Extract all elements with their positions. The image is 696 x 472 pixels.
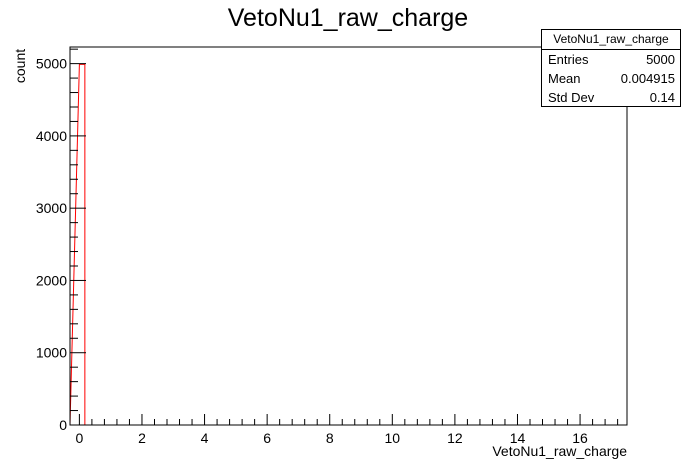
- x-tick-label: 0: [75, 430, 83, 446]
- stats-value: 0.14: [649, 90, 675, 105]
- stats-row-entries: Entries 5000: [542, 50, 680, 69]
- stats-value: 5000: [646, 52, 675, 67]
- x-tick-label: 8: [326, 430, 334, 446]
- y-tick-label: 3000: [36, 200, 67, 216]
- y-axis-ticks: 0 1000 2000 3000 4000 5000: [36, 48, 86, 433]
- stats-box: VetoNu1_raw_charge Entries 5000 Mean 0.0…: [541, 29, 681, 107]
- x-axis-ticks: 0 2 4 6 8 10 12 14 16: [75, 414, 619, 446]
- x-tick-label: 16: [572, 430, 588, 446]
- axes: [69, 46, 628, 426]
- y-tick-label: 5000: [36, 56, 67, 72]
- stats-row-std-dev: Std Dev 0.14: [542, 88, 680, 107]
- y-tick-label: 1000: [36, 345, 67, 361]
- y-axis-label: count: [12, 48, 28, 84]
- x-tick-label: 10: [385, 430, 401, 446]
- x-tick-label: 6: [263, 430, 271, 446]
- stats-box-title: VetoNu1_raw_charge: [542, 30, 680, 50]
- histogram-series: [69, 63, 627, 426]
- y-tick-label: 2000: [36, 272, 67, 288]
- y-tick-label: 0: [59, 417, 67, 433]
- x-axis-label: VetoNu1_raw_charge: [492, 443, 627, 459]
- x-tick-label: 12: [447, 430, 463, 446]
- x-tick-label: 4: [201, 430, 209, 446]
- stats-value: 0.004915: [620, 71, 675, 86]
- x-tick-label: 14: [510, 430, 526, 446]
- histogram-outline: [69, 63, 627, 426]
- stats-row-mean: Mean 0.004915: [542, 69, 680, 88]
- stats-label: Std Dev: [548, 90, 595, 105]
- chart-title: VetoNu1_raw_charge: [227, 4, 469, 32]
- x-tick-label: 2: [138, 430, 146, 446]
- stats-label: Entries: [548, 52, 589, 67]
- y-tick-label: 4000: [36, 128, 67, 144]
- stats-label: Mean: [548, 71, 581, 86]
- y-axis-label-box: count: [10, 44, 30, 88]
- plot-frame: [69, 46, 628, 426]
